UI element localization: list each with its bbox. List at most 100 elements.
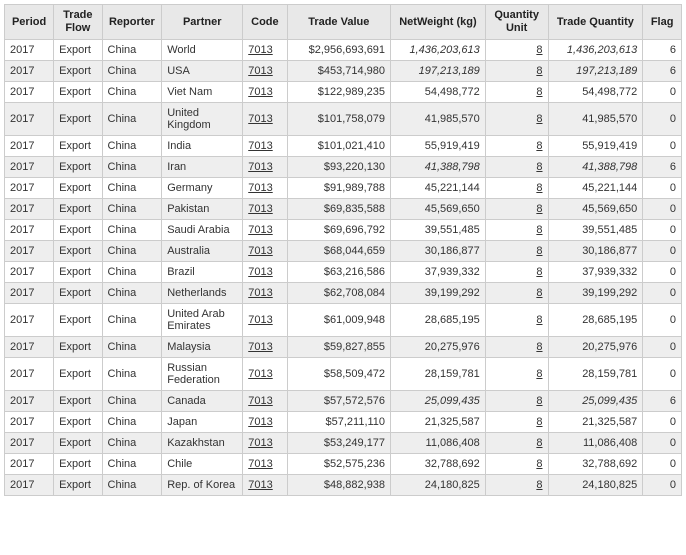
cell-qty: 37,939,332 (548, 262, 643, 283)
cell-unit[interactable]: 8 (485, 337, 548, 358)
cell-text-partner: Netherlands (167, 287, 226, 299)
cell-unit[interactable]: 8 (485, 199, 548, 220)
cell-text-partner: Malaysia (167, 341, 210, 353)
cell-text-flow: Export (59, 140, 91, 152)
cell-text-reporter: China (108, 266, 137, 278)
cell-text-flow: Export (59, 368, 91, 380)
cell-code[interactable]: 7013 (243, 157, 287, 178)
cell-text-period: 2017 (10, 44, 34, 56)
cell-text-netw: 45,569,650 (425, 203, 480, 215)
cell-text-netw: 41,388,798 (425, 161, 480, 173)
cell-text-netw: 45,221,144 (425, 182, 480, 194)
table-row: 2017ExportChinaCanada7013$57,572,57625,0… (5, 391, 682, 412)
cell-text-unit: 8 (536, 437, 542, 449)
cell-flow: Export (54, 337, 102, 358)
cell-text-period: 2017 (10, 161, 34, 173)
cell-code[interactable]: 7013 (243, 220, 287, 241)
cell-reporter: China (102, 157, 162, 178)
cell-text-unit: 8 (536, 314, 542, 326)
cell-text-flow: Export (59, 341, 91, 353)
cell-unit[interactable]: 8 (485, 82, 548, 103)
table-row: 2017ExportChinaChile7013$52,575,23632,78… (5, 454, 682, 475)
cell-unit[interactable]: 8 (485, 262, 548, 283)
col-header-partner: Partner (162, 5, 243, 40)
table-row: 2017ExportChinaGermany7013$91,989,78845,… (5, 178, 682, 199)
cell-code[interactable]: 7013 (243, 358, 287, 391)
cell-text-partner: Chile (167, 458, 192, 470)
cell-text-flow: Export (59, 287, 91, 299)
cell-flow: Export (54, 157, 102, 178)
cell-flag: 6 (643, 391, 682, 412)
cell-unit[interactable]: 8 (485, 304, 548, 337)
cell-unit[interactable]: 8 (485, 220, 548, 241)
cell-value: $62,708,084 (287, 283, 391, 304)
cell-period: 2017 (5, 454, 54, 475)
cell-value: $68,044,659 (287, 241, 391, 262)
cell-code[interactable]: 7013 (243, 262, 287, 283)
cell-code[interactable]: 7013 (243, 283, 287, 304)
cell-text-reporter: China (108, 224, 137, 236)
cell-netw: 39,199,292 (391, 283, 486, 304)
cell-code[interactable]: 7013 (243, 199, 287, 220)
cell-text-netw: 39,199,292 (425, 287, 480, 299)
cell-unit[interactable]: 8 (485, 454, 548, 475)
cell-period: 2017 (5, 337, 54, 358)
cell-text-reporter: China (108, 416, 137, 428)
cell-reporter: China (102, 337, 162, 358)
cell-code[interactable]: 7013 (243, 391, 287, 412)
cell-code[interactable]: 7013 (243, 475, 287, 496)
cell-unit[interactable]: 8 (485, 178, 548, 199)
cell-code[interactable]: 7013 (243, 241, 287, 262)
col-header-netw: NetWeight (kg) (391, 5, 486, 40)
cell-text-code: 7013 (248, 479, 272, 491)
cell-text-unit: 8 (536, 287, 542, 299)
cell-text-qty: 41,985,570 (582, 113, 637, 125)
cell-unit[interactable]: 8 (485, 283, 548, 304)
cell-text-reporter: China (108, 341, 137, 353)
cell-partner: United Arab Emirates (162, 304, 243, 337)
cell-code[interactable]: 7013 (243, 82, 287, 103)
cell-text-code: 7013 (248, 203, 272, 215)
cell-code[interactable]: 7013 (243, 40, 287, 61)
cell-code[interactable]: 7013 (243, 304, 287, 337)
cell-text-netw: 54,498,772 (425, 86, 480, 98)
cell-unit[interactable]: 8 (485, 412, 548, 433)
cell-code[interactable]: 7013 (243, 433, 287, 454)
cell-flow: Export (54, 220, 102, 241)
cell-code[interactable]: 7013 (243, 454, 287, 475)
cell-flag: 0 (643, 103, 682, 136)
cell-unit[interactable]: 8 (485, 475, 548, 496)
cell-text-reporter: China (108, 479, 137, 491)
cell-code[interactable]: 7013 (243, 412, 287, 433)
cell-code[interactable]: 7013 (243, 136, 287, 157)
col-header-unit: Quantity Unit (485, 5, 548, 40)
cell-code[interactable]: 7013 (243, 103, 287, 136)
cell-flow: Export (54, 454, 102, 475)
cell-flow: Export (54, 103, 102, 136)
table-row: 2017ExportChinaMalaysia7013$59,827,85520… (5, 337, 682, 358)
cell-code[interactable]: 7013 (243, 61, 287, 82)
cell-code[interactable]: 7013 (243, 337, 287, 358)
cell-unit[interactable]: 8 (485, 40, 548, 61)
cell-text-period: 2017 (10, 479, 34, 491)
cell-unit[interactable]: 8 (485, 433, 548, 454)
cell-partner: United Kingdom (162, 103, 243, 136)
cell-unit[interactable]: 8 (485, 157, 548, 178)
cell-flow: Export (54, 241, 102, 262)
cell-unit[interactable]: 8 (485, 358, 548, 391)
cell-unit[interactable]: 8 (485, 136, 548, 157)
cell-netw: 41,985,570 (391, 103, 486, 136)
cell-unit[interactable]: 8 (485, 103, 548, 136)
cell-flow: Export (54, 262, 102, 283)
cell-unit[interactable]: 8 (485, 61, 548, 82)
cell-flag: 6 (643, 40, 682, 61)
cell-netw: 25,099,435 (391, 391, 486, 412)
cell-code[interactable]: 7013 (243, 178, 287, 199)
cell-reporter: China (102, 304, 162, 337)
cell-partner: Netherlands (162, 283, 243, 304)
cell-unit[interactable]: 8 (485, 391, 548, 412)
cell-reporter: China (102, 391, 162, 412)
cell-reporter: China (102, 178, 162, 199)
cell-unit[interactable]: 8 (485, 241, 548, 262)
cell-text-qty: 197,213,189 (576, 65, 637, 77)
